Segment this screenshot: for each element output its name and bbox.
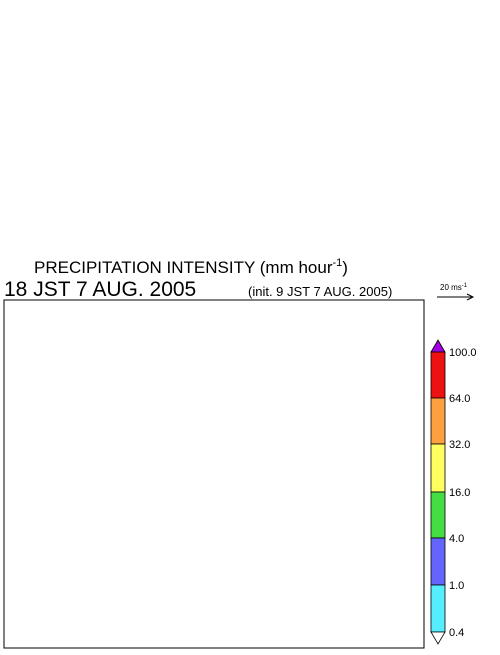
colorbar-label: 0.4 <box>449 627 464 639</box>
vector-reference-exponent: -1 <box>462 283 468 289</box>
title-exponent: -1 <box>332 257 342 269</box>
title-main: PRECIPITATION INTENSITY (mm hour <box>34 258 333 277</box>
colorbar-label: 4.0 <box>449 533 464 545</box>
vector-reference-arrow <box>437 294 473 300</box>
colorbar-label: 32.0 <box>449 439 470 451</box>
colorbar <box>431 340 445 644</box>
vector-reference-label: 20 ms <box>440 283 462 292</box>
map <box>4 300 450 650</box>
colorbar-label: 64.0 <box>449 393 470 405</box>
title-close: ) <box>342 258 348 277</box>
title: PRECIPITATION INTENSITY (mm hour-1) <box>34 257 348 277</box>
colorbar-label: 100.0 <box>449 347 477 359</box>
colorbar-label: 1.0 <box>449 580 464 592</box>
valid-time: 18 JST 7 AUG. 2005 <box>4 278 196 301</box>
colorbar-labels: 100.0 64.0 32.0 16.0 4.0 1.0 0.4 <box>449 347 477 639</box>
vector-reference: 20 ms-1 <box>440 283 468 292</box>
colorbar-label: 16.0 <box>449 487 470 499</box>
map-frame <box>4 300 424 648</box>
init-time: (init. 9 JST 7 AUG. 2005) <box>248 284 392 299</box>
